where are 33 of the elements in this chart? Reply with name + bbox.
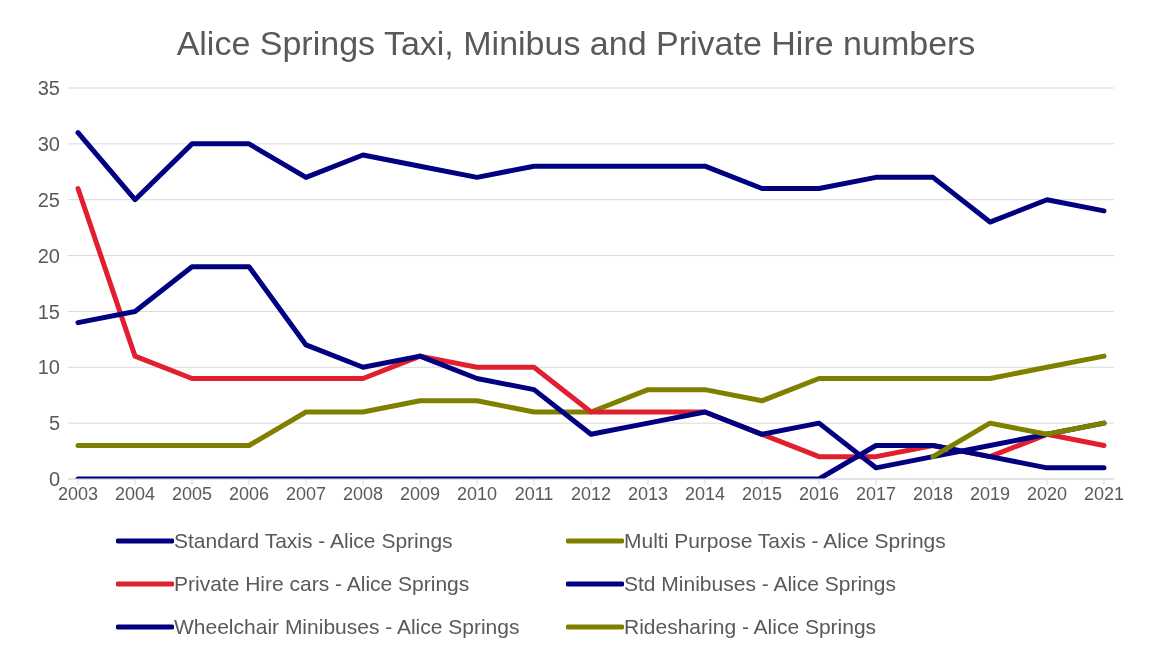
x-tick-label: 2014: [684, 483, 726, 504]
x-tick-label: 2012: [570, 483, 612, 504]
x-tick-label: 2021: [1083, 483, 1125, 504]
legend-label: Multi Purpose Taxis - Alice Springs: [624, 528, 946, 553]
y-tick-label: 15: [37, 300, 60, 323]
y-tick-label: 30: [37, 132, 60, 155]
y-tick-label: 35: [37, 77, 60, 100]
x-tick-label: 2005: [171, 483, 213, 504]
legend-label: Wheelchair Minibuses - Alice Springs: [174, 614, 520, 639]
legend-label: Ridesharing - Alice Springs: [624, 614, 877, 639]
x-tick-label: 2008: [342, 483, 384, 504]
x-tick-label: 2007: [285, 483, 327, 504]
x-tick-label: 2016: [798, 483, 840, 504]
legend-label: Std Minibuses - Alice Springs: [624, 571, 896, 596]
y-tick-label: 10: [37, 356, 60, 379]
x-tick-label: 2006: [228, 483, 270, 504]
x-tick-label: 2018: [912, 483, 954, 504]
y-tick-label: 0: [48, 468, 60, 491]
x-tick-label: 2020: [1026, 483, 1068, 504]
x-tick-label: 2010: [456, 483, 498, 504]
legend-label: Standard Taxis - Alice Springs: [174, 528, 453, 553]
x-tick-label: 2013: [627, 483, 669, 504]
x-tick-label: 2011: [514, 483, 554, 504]
chart-title: Alice Springs Taxi, Minibus and Private Hire numbers: [175, 23, 977, 64]
x-tick-label: 2019: [969, 483, 1011, 504]
y-tick-label: 5: [48, 412, 60, 435]
x-tick-label: 2015: [741, 483, 783, 504]
x-tick-label: 2004: [114, 483, 156, 504]
x-tick-label: 2009: [399, 483, 441, 504]
y-tick-label: 25: [37, 188, 60, 211]
y-tick-label: 20: [37, 244, 60, 267]
x-tick-label: 2017: [855, 483, 897, 504]
legend-label: Private Hire cars - Alice Springs: [174, 571, 470, 596]
